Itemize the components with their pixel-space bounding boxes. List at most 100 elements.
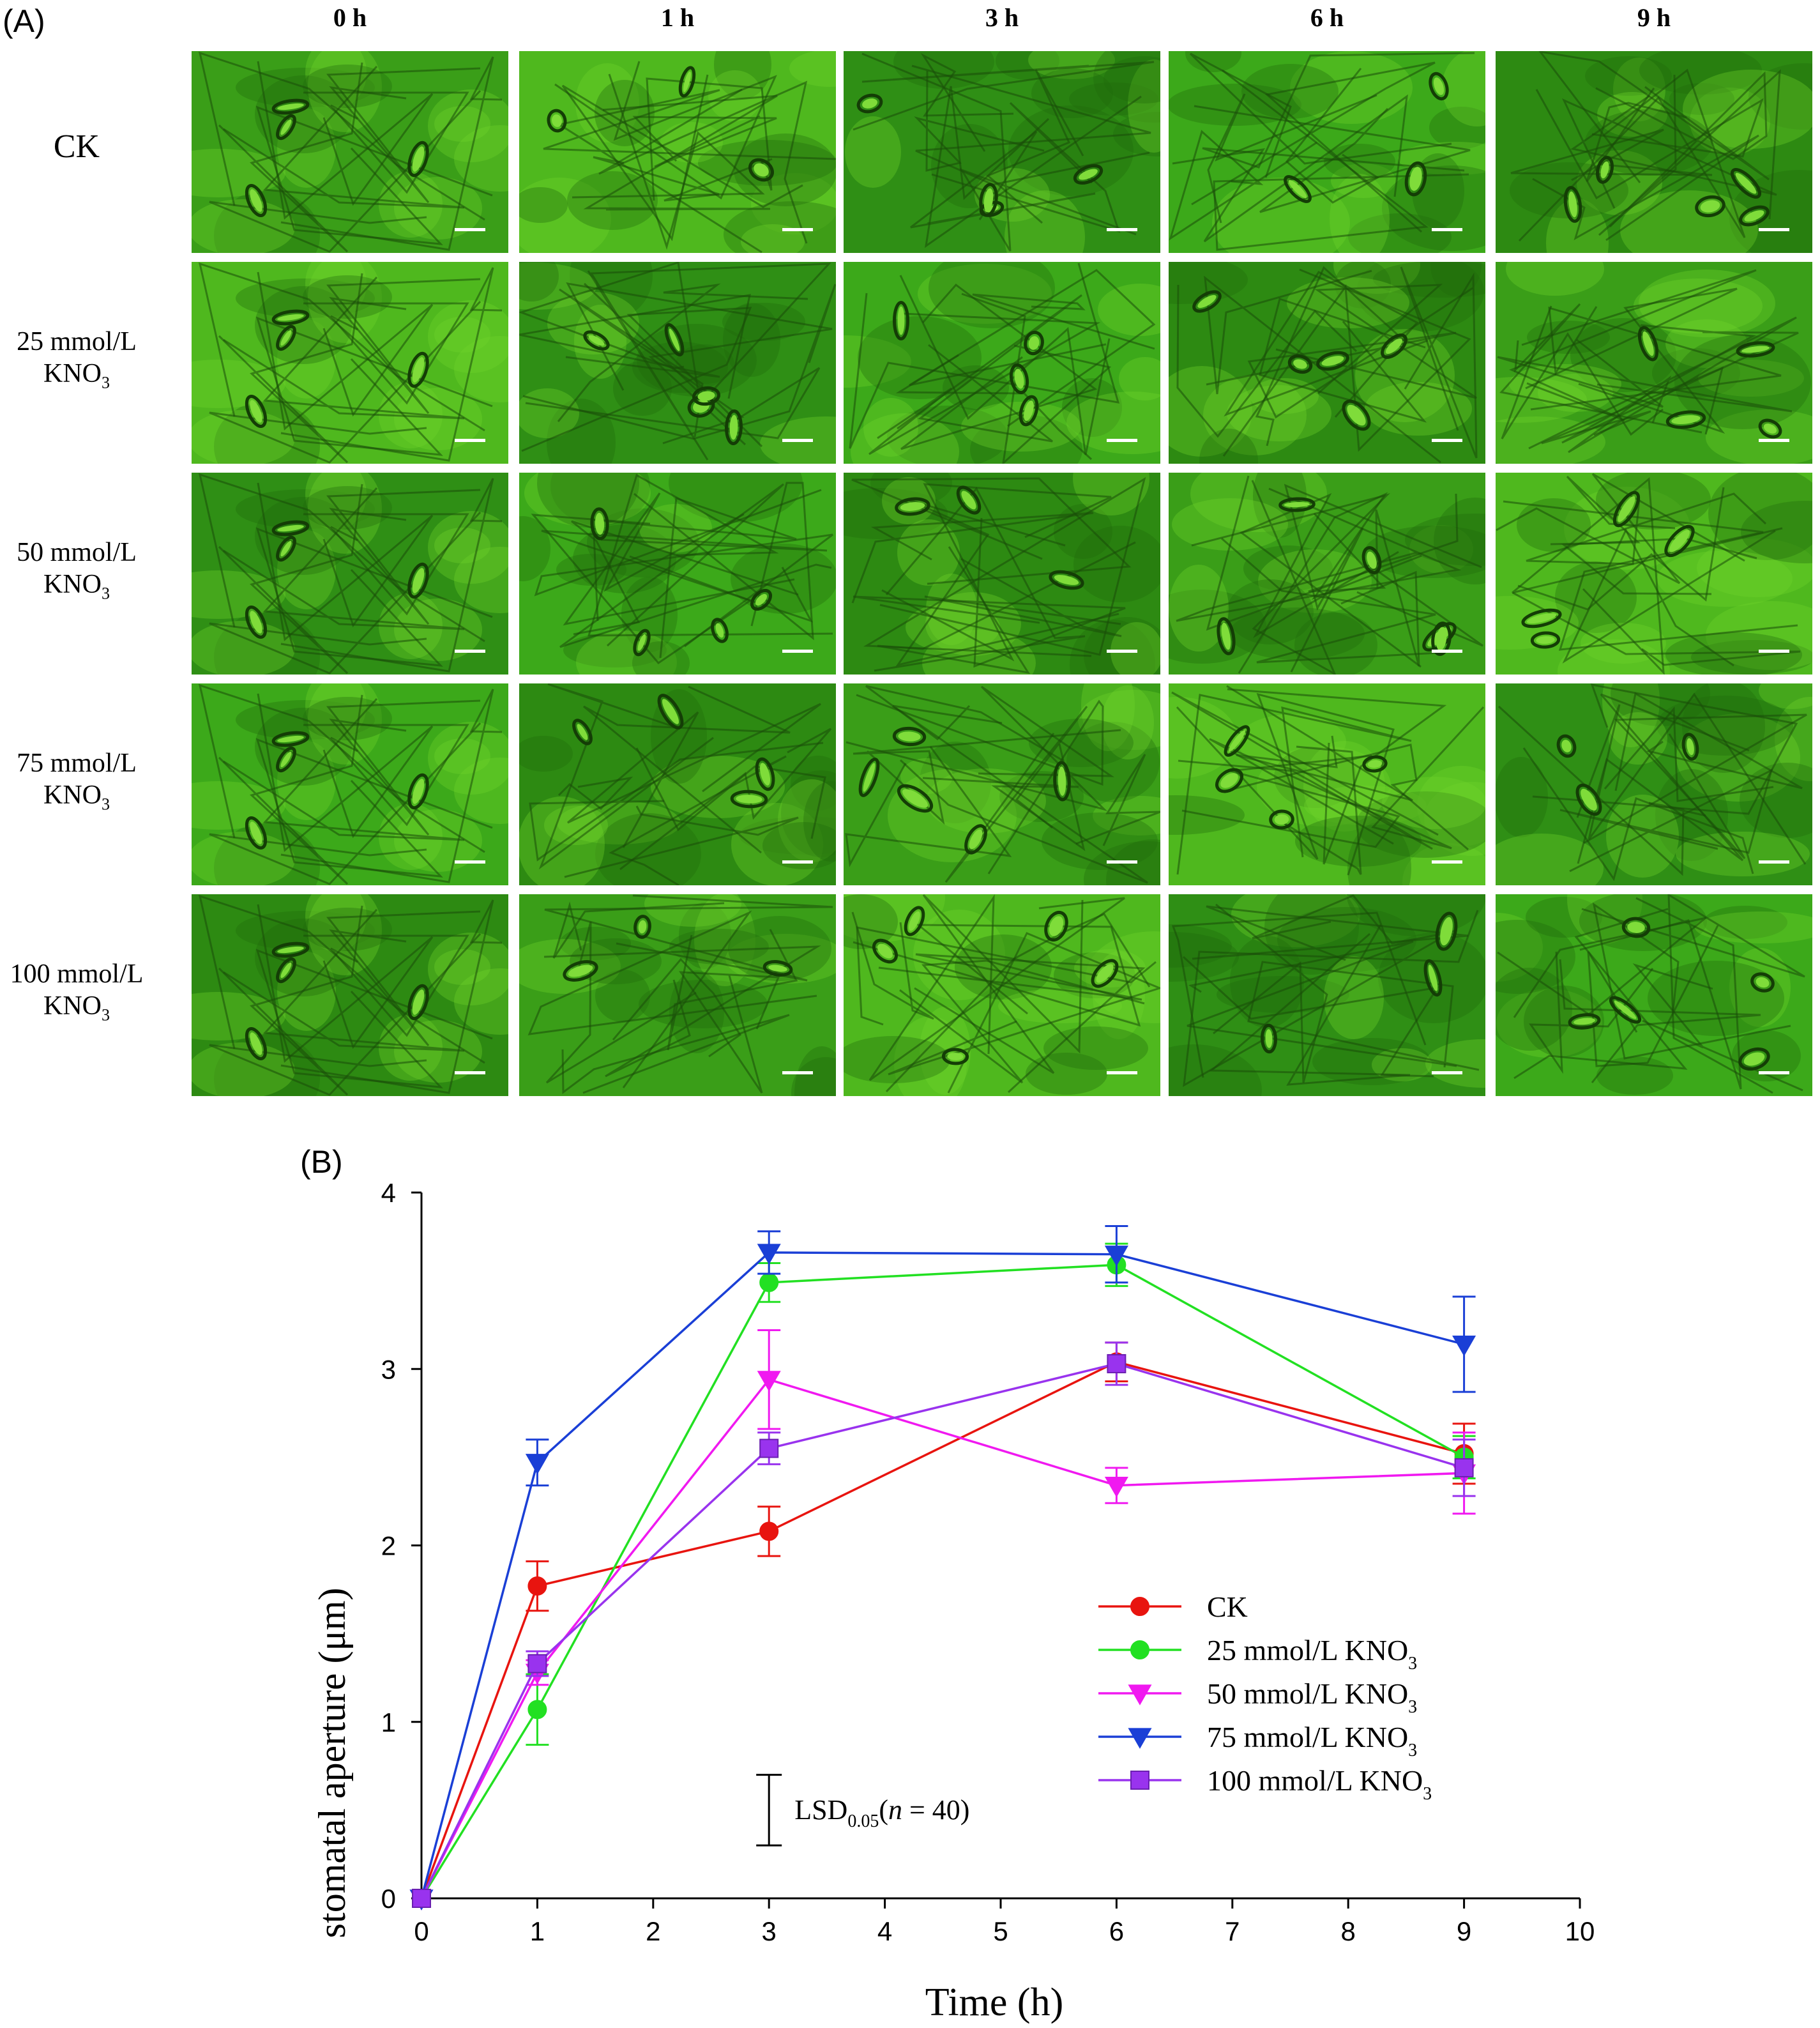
x-tick-label: 1 (530, 1916, 545, 1946)
data-point (525, 1454, 549, 1475)
x-tick-label: 3 (762, 1916, 777, 1946)
row-header-subscript: 3 (102, 373, 110, 392)
data-point (1104, 1476, 1128, 1498)
micrograph-r0-c1 (519, 51, 836, 253)
data-point (1104, 1246, 1128, 1267)
lsd-label: LSD0.05(n = 40) (794, 1794, 969, 1831)
legend-label: 75 mmol/L KNO3 (1207, 1721, 1417, 1760)
x-tick-label: 7 (1225, 1916, 1240, 1946)
legend-label-subscript: 3 (1408, 1654, 1417, 1673)
legend-label-text: CK (1207, 1590, 1248, 1623)
lsd-label-subscript: 0.05 (847, 1811, 879, 1831)
micrograph-r2-c1 (519, 473, 836, 675)
data-point (1107, 1353, 1126, 1373)
x-tick-label: 8 (1341, 1916, 1356, 1946)
micrograph-r4-c0 (192, 894, 508, 1096)
micrograph-r4-c1 (519, 894, 836, 1096)
row-header-subscript: 3 (102, 584, 110, 603)
micrograph-r4-c4 (1496, 894, 1812, 1096)
legend-item-4: 100 mmol/L KNO3 (1098, 1764, 1432, 1804)
row-header-line1: 100 mmol/L (10, 959, 144, 989)
chart-series (409, 1224, 1476, 1910)
micrograph-r0-c3 (1169, 51, 1485, 253)
legend-label-text: 100 mmol/L KNO (1207, 1764, 1423, 1797)
lsd-annotation: LSD0.05(n = 40) (756, 1774, 969, 1847)
legend-label: 25 mmol/L KNO3 (1207, 1634, 1417, 1673)
x-tick-label: 6 (1109, 1916, 1124, 1946)
micrograph-r3-c1 (519, 683, 836, 885)
legend-marker (1130, 1771, 1149, 1790)
column-header-0: 0 h (333, 3, 367, 32)
data-point (757, 1244, 781, 1265)
legend-item-1: 25 mmol/L KNO3 (1098, 1634, 1417, 1673)
y-tick-label: 4 (381, 1178, 396, 1208)
micrograph-r1-c4 (1496, 262, 1812, 464)
legend-label-text: 50 mmol/L KNO (1207, 1677, 1408, 1710)
x-tick-label: 2 (646, 1916, 660, 1946)
row-header-3: 75 mmol/L KNO3 (0, 747, 153, 820)
legend-item-3: 75 mmol/L KNO3 (1098, 1721, 1417, 1760)
row-header-subscript: 3 (102, 795, 110, 814)
micrograph-r1-c0 (192, 262, 508, 464)
micrograph-r1-c2 (844, 262, 1160, 464)
data-point (412, 1889, 431, 1908)
x-tick-label: 9 (1457, 1916, 1471, 1946)
panel-a-label: (A) (3, 3, 45, 39)
column-header-1: 1 h (660, 3, 695, 32)
row-header-compound: KNO (43, 991, 102, 1021)
micrograph-r4-c3 (1169, 894, 1485, 1096)
row-header-line1: 75 mmol/L (17, 749, 137, 778)
row-header-line1: CK (53, 128, 100, 165)
legend-label-text: 25 mmol/L KNO (1207, 1634, 1408, 1666)
row-header-subscript: 3 (102, 1005, 110, 1025)
y-tick-label: 2 (381, 1531, 396, 1561)
legend-label-subscript: 3 (1408, 1697, 1417, 1717)
y-axis-title: stomatal aperture (μm) (311, 1588, 353, 1939)
series-4 (412, 1341, 1476, 1908)
micrograph-r3-c2 (844, 683, 1160, 885)
row-header-line1: 50 mmol/L (17, 538, 137, 567)
legend-item-0: CK (1098, 1590, 1248, 1623)
micrograph-r3-c0 (192, 683, 508, 885)
micrograph-r2-c0 (192, 473, 508, 675)
lsd-label-rest: = 40) (902, 1794, 969, 1826)
row-header-line2: KNO3 (0, 568, 153, 609)
micrograph-r0-c4 (1496, 51, 1812, 253)
micrograph-r2-c2 (844, 473, 1160, 675)
micrograph-r1-c3 (1169, 262, 1485, 464)
legend-marker (1128, 1684, 1152, 1705)
x-tick-label: 4 (877, 1916, 892, 1946)
y-tick-label: 3 (381, 1354, 396, 1384)
micrograph-r0-c2 (844, 51, 1160, 253)
row-header-0: CK (0, 128, 153, 165)
data-point (759, 1521, 779, 1541)
data-point (527, 1700, 547, 1719)
data-point (1452, 1335, 1476, 1357)
data-point (527, 1576, 547, 1596)
legend-marker (1130, 1640, 1149, 1659)
row-header-compound: KNO (43, 359, 102, 388)
chart-axes: 0 1 2 3 4 5 6 7 8 9 10 0 1 2 3 4 (381, 1178, 1595, 1946)
row-header-compound: KNO (43, 781, 102, 810)
column-header-3: 6 h (1310, 3, 1344, 32)
micrograph-r0-c0 (192, 51, 508, 253)
lsd-label-prefix: LSD (794, 1794, 847, 1826)
panel-b-label: (B) (300, 1144, 343, 1180)
legend-label-subscript: 3 (1408, 1741, 1417, 1760)
column-header-2: 3 h (985, 3, 1019, 32)
legend-item-2: 50 mmol/L KNO3 (1098, 1677, 1417, 1717)
y-tick-label: 1 (381, 1707, 396, 1737)
row-header-compound: KNO (43, 570, 102, 599)
micrograph-r4-c2 (844, 894, 1160, 1096)
row-header-line2: KNO3 (0, 779, 153, 820)
data-point (759, 1272, 779, 1292)
micrograph-r3-c3 (1169, 683, 1485, 885)
row-header-line1: 25 mmol/L (17, 327, 137, 356)
column-header-4: 9 h (1637, 3, 1671, 32)
row-header-line2: KNO3 (0, 990, 153, 1031)
x-axis-title: Time (h) (925, 1981, 1063, 2024)
row-header-1: 25 mmol/L KNO3 (0, 326, 153, 399)
micrograph-r2-c3 (1169, 473, 1485, 675)
